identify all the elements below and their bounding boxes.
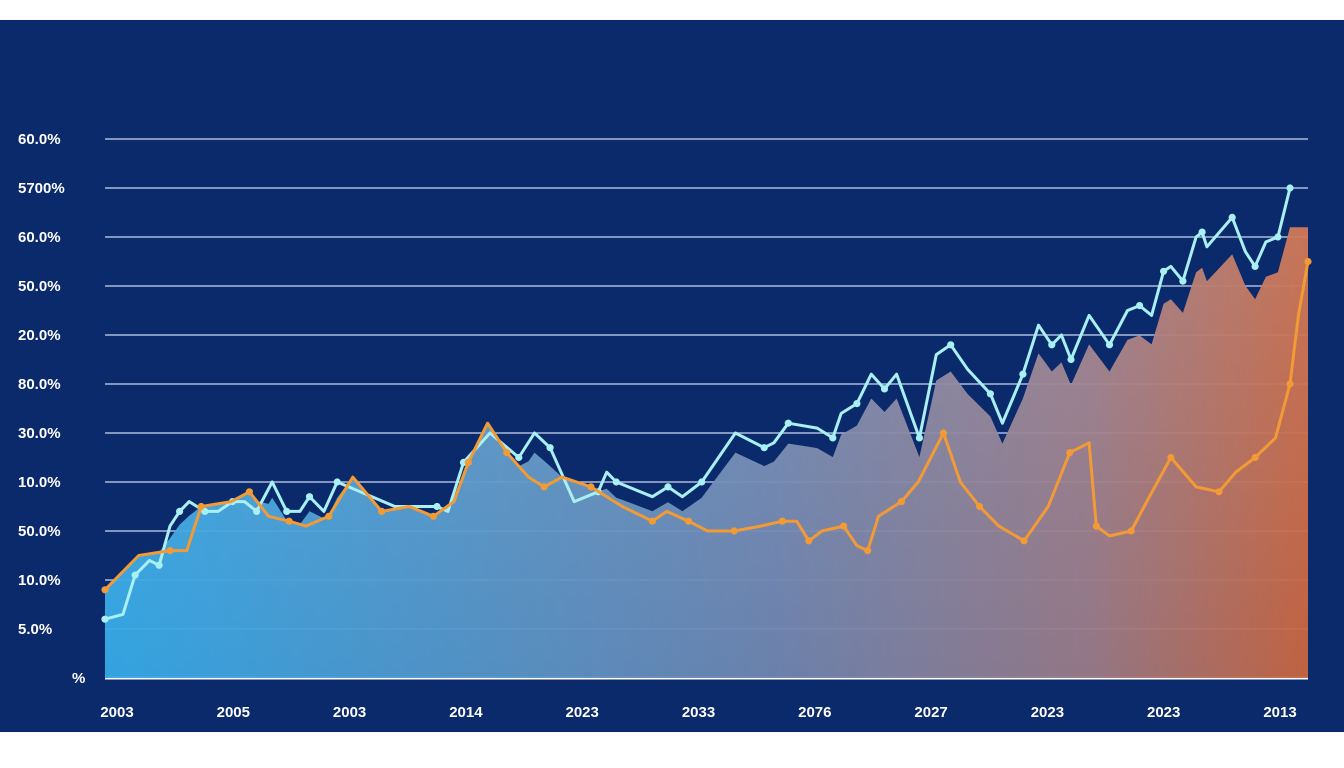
x-tick-label: 2033 bbox=[682, 704, 715, 721]
line-chart: % 5.0% 10.0% 50.0% 10.0% 30.0% 80.0% 20.0% 50.0%… bbox=[18, 131, 1312, 721]
cyan-line-marker bbox=[1067, 355, 1075, 364]
cyan-line-marker bbox=[155, 561, 163, 569]
cyan-line-marker bbox=[1286, 184, 1294, 192]
y-tick-label: 5700% bbox=[18, 180, 65, 197]
orange-line-marker bbox=[464, 458, 472, 466]
orange-line-marker bbox=[1215, 488, 1223, 496]
cyan-line-marker bbox=[283, 507, 291, 515]
cyan-line-marker bbox=[1198, 228, 1206, 236]
cyan-line-marker bbox=[253, 507, 261, 515]
orange-line-marker bbox=[503, 449, 511, 457]
cyan-line-marker bbox=[1251, 262, 1259, 270]
cyan-line-marker bbox=[101, 615, 109, 623]
area-highlight bbox=[105, 227, 1308, 678]
orange-line-marker bbox=[939, 429, 948, 437]
chart-panel: % 5.0% 10.0% 50.0% 10.0% 30.0% 80.0% 20.0% 50.0%… bbox=[0, 20, 1344, 732]
y-tick-label: 80.0% bbox=[18, 376, 61, 393]
x-tick-label: 2003 bbox=[333, 704, 366, 721]
x-tick-label: 2005 bbox=[217, 704, 250, 721]
orange-line-marker bbox=[778, 517, 786, 525]
orange-line-marker bbox=[1251, 453, 1259, 462]
y-axis-labels: % 5.0% 10.0% 50.0% 10.0% 30.0% 80.0% 20.0% 50.0%… bbox=[18, 131, 85, 687]
cyan-line-marker bbox=[664, 483, 672, 491]
cyan-line-marker bbox=[1105, 341, 1114, 349]
cyan-line-marker bbox=[1048, 341, 1056, 349]
orange-line-marker bbox=[166, 547, 174, 555]
y-tick-label: % bbox=[72, 670, 85, 687]
y-tick-label: 60.0% bbox=[18, 131, 61, 148]
cyan-line-marker bbox=[1179, 277, 1187, 285]
y-tick-label: 10.0% bbox=[18, 474, 61, 491]
x-tick-label: 2023 bbox=[566, 704, 599, 721]
cyan-line-marker bbox=[1228, 213, 1236, 221]
orange-line-marker bbox=[245, 488, 253, 496]
cyan-line-marker bbox=[829, 434, 837, 442]
cyan-line-marker bbox=[176, 507, 184, 515]
cyan-line-marker bbox=[1160, 267, 1168, 275]
orange-line-marker bbox=[897, 498, 906, 506]
orange-line-marker bbox=[1286, 380, 1294, 388]
orange-line-marker bbox=[1092, 522, 1100, 530]
orange-line-marker bbox=[976, 502, 984, 511]
cyan-line-marker bbox=[1274, 233, 1282, 241]
x-tick-label: 2003 bbox=[100, 704, 133, 721]
x-tick-label: 2076 bbox=[798, 704, 831, 721]
orange-line-marker bbox=[805, 537, 813, 545]
cyan-line-marker bbox=[986, 390, 995, 398]
y-tick-label: 30.0% bbox=[18, 425, 61, 442]
y-tick-label: 5.0% bbox=[18, 621, 52, 638]
orange-line-marker bbox=[1127, 527, 1135, 535]
orange-line-marker bbox=[864, 547, 872, 555]
cyan-line-marker bbox=[333, 478, 341, 486]
x-tick-label: 2014 bbox=[449, 704, 483, 721]
orange-line-marker bbox=[325, 512, 333, 520]
y-tick-label: 10.0% bbox=[18, 572, 61, 589]
cyan-line-marker bbox=[433, 502, 441, 511]
cyan-line-marker bbox=[131, 571, 139, 579]
cyan-line-marker bbox=[947, 341, 955, 349]
y-tick-label: 50.0% bbox=[18, 278, 61, 295]
cyan-line-marker bbox=[853, 400, 861, 408]
orange-line-marker bbox=[684, 517, 693, 525]
orange-line-marker bbox=[1066, 449, 1074, 457]
orange-line-marker bbox=[378, 507, 386, 515]
x-tick-label: 2027 bbox=[914, 704, 947, 721]
cyan-line-marker bbox=[1019, 370, 1027, 378]
orange-line-marker bbox=[1304, 257, 1312, 266]
orange-line-marker bbox=[730, 527, 738, 535]
orange-line-marker bbox=[840, 522, 848, 530]
cyan-line-marker bbox=[880, 385, 889, 393]
cyan-line-marker bbox=[515, 453, 523, 462]
x-axis-labels: 2003 2005 2003 2014 2023 2033 2076 2027 2023 2023… bbox=[100, 704, 1296, 721]
orange-line-marker bbox=[1167, 453, 1175, 462]
x-tick-label: 2013 bbox=[1263, 704, 1296, 721]
cyan-line-marker bbox=[1136, 302, 1144, 310]
x-tick-label: 2023 bbox=[1147, 704, 1180, 721]
orange-line-marker bbox=[101, 586, 109, 594]
orange-line-marker bbox=[429, 512, 437, 520]
cyan-line-marker bbox=[612, 478, 620, 486]
cyan-line-marker bbox=[305, 493, 314, 501]
y-tick-label: 20.0% bbox=[18, 327, 61, 344]
series-lines bbox=[101, 184, 1312, 623]
orange-line-marker bbox=[197, 502, 205, 511]
orange-line-marker bbox=[1020, 537, 1028, 545]
y-tick-label: 60.0% bbox=[18, 229, 61, 246]
orange-line-marker bbox=[540, 483, 548, 491]
cyan-line-marker bbox=[698, 478, 706, 486]
orange-line-marker bbox=[285, 517, 293, 525]
area-fill bbox=[105, 227, 1308, 678]
y-tick-label: 50.0% bbox=[18, 523, 61, 540]
x-tick-label: 2023 bbox=[1031, 704, 1064, 721]
orange-line-marker bbox=[587, 483, 595, 491]
cyan-line-marker bbox=[760, 444, 768, 452]
orange-line-marker bbox=[648, 517, 657, 525]
cyan-line-marker bbox=[915, 434, 924, 442]
cyan-line-marker bbox=[784, 419, 792, 427]
cyan-line-marker bbox=[546, 444, 554, 452]
